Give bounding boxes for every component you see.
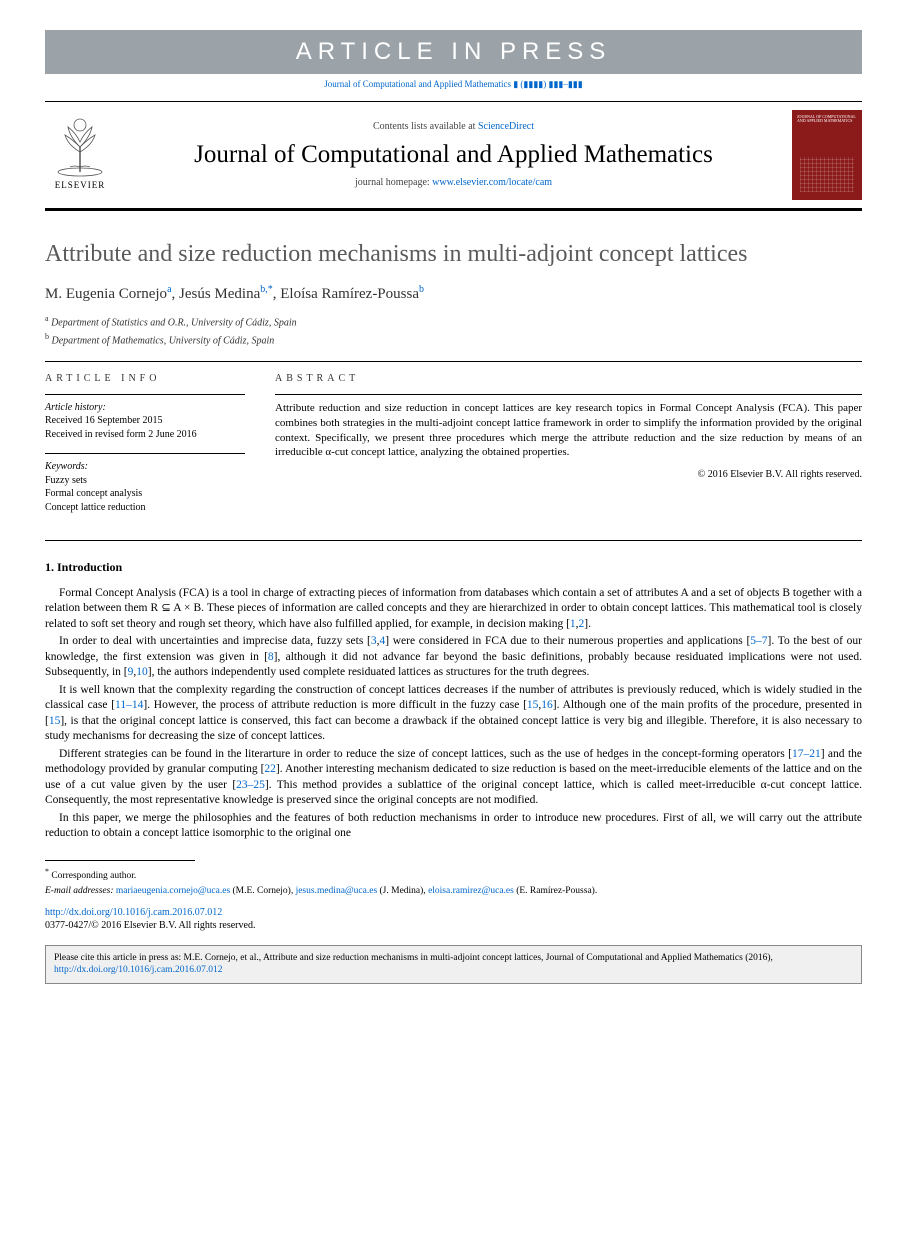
homepage-prefix: journal homepage: xyxy=(355,177,432,188)
contents-prefix: Contents lists available at xyxy=(373,121,478,132)
intro-paragraph: In order to deal with uncertainties and … xyxy=(45,634,862,681)
history-label: Article history: xyxy=(45,401,245,415)
article-info-heading: article info xyxy=(45,372,245,386)
intro-paragraph: In this paper, we merge the philosophies… xyxy=(45,811,862,842)
intro-paragraph: Different strategies can be found in the… xyxy=(45,747,862,809)
email-footnote: E-mail addresses: mariaeugenia.cornejo@u… xyxy=(45,885,862,898)
body-text: ], the authors independently used comple… xyxy=(148,666,590,678)
article-history: Article history: Received 16 September 2… xyxy=(45,394,245,442)
revised-date: Received in revised form 2 June 2016 xyxy=(45,428,245,442)
citebox-text: Please cite this article in press as: M.… xyxy=(54,953,773,963)
journal-name: Journal of Computational and Applied Mat… xyxy=(125,140,782,170)
author-mark: a xyxy=(167,284,171,295)
banner-subline: Journal of Computational and Applied Mat… xyxy=(45,74,862,100)
homepage-line: journal homepage: www.elsevier.com/locat… xyxy=(125,176,782,190)
email-who: (J. Medina), xyxy=(377,886,428,896)
body-text: Formal Concept Analysis (FCA) is a tool … xyxy=(45,587,862,630)
journal-cover-thumb: JOURNAL OF COMPUTATIONAL AND APPLIED MAT… xyxy=(792,110,862,200)
affil-text: Department of Statistics and O.R., Unive… xyxy=(51,317,297,328)
keywords-block: Keywords: Fuzzy sets Formal concept anal… xyxy=(45,453,245,514)
keyword: Fuzzy sets xyxy=(45,474,245,488)
corresponding-author-note: * Corresponding author. xyxy=(45,867,862,883)
email-link[interactable]: mariaeugenia.cornejo@uca.es xyxy=(116,886,230,896)
author-mark: b xyxy=(419,284,424,295)
header-center: Contents lists available at ScienceDirec… xyxy=(125,120,782,189)
abstract-copyright: © 2016 Elsevier B.V. All rights reserved… xyxy=(275,468,862,482)
info-abstract-row: article info Article history: Received 1… xyxy=(45,372,862,526)
article-info-column: article info Article history: Received 1… xyxy=(45,372,245,526)
publisher-name: ELSEVIER xyxy=(55,179,106,191)
body-text: ]. xyxy=(584,618,591,630)
abstract-column: abstract Attribute reduction and size re… xyxy=(275,372,862,526)
body-text: In order to deal with uncertainties and … xyxy=(59,635,371,647)
email-label: E-mail addresses: xyxy=(45,886,114,896)
body-text: ]. However, the process of attribute red… xyxy=(143,699,527,711)
ref-link[interactable]: 23–25 xyxy=(236,779,265,791)
sciencedirect-link[interactable]: ScienceDirect xyxy=(478,121,534,132)
ref-link[interactable]: 5–7 xyxy=(750,635,767,647)
body-text: Different strategies can be found in the… xyxy=(59,748,792,760)
author-name: Jesús Medina xyxy=(179,286,260,302)
article-title: Attribute and size reduction mechanisms … xyxy=(45,239,862,269)
in-press-banner: ARTICLE IN PRESS xyxy=(45,30,862,74)
doi-link[interactable]: http://dx.doi.org/10.1016/j.cam.2016.07.… xyxy=(45,907,222,918)
affil-text: Department of Mathematics, University of… xyxy=(52,335,275,346)
body-text: ] were considered in FCA due to their nu… xyxy=(385,635,750,647)
banner-sub-vol: ▮ (▮▮▮▮) ▮▮▮–▮▮▮ xyxy=(513,79,582,89)
banner-sub-journal: Journal of Computational and Applied Mat… xyxy=(324,79,513,89)
journal-header: ELSEVIER Contents lists available at Sci… xyxy=(45,101,862,211)
footnote-text: Corresponding author. xyxy=(51,871,136,881)
received-date: Received 16 September 2015 xyxy=(45,414,245,428)
intro-paragraph: It is well known that the complexity reg… xyxy=(45,683,862,745)
ref-link[interactable]: 22 xyxy=(264,763,276,775)
email-who: (E. Ramírez-Poussa). xyxy=(514,886,597,896)
elsevier-logo: ELSEVIER xyxy=(45,115,115,195)
divider xyxy=(45,361,862,362)
keyword: Concept lattice reduction xyxy=(45,501,245,515)
affiliation-a: a Department of Statistics and O.R., Uni… xyxy=(45,314,862,330)
email-link[interactable]: eloisa.ramirez@uca.es xyxy=(428,886,514,896)
keyword: Formal concept analysis xyxy=(45,487,245,501)
keywords-label: Keywords: xyxy=(45,460,245,474)
email-link[interactable]: jesus.medina@uca.es xyxy=(296,886,378,896)
author-name: M. Eugenia Cornejo xyxy=(45,286,167,302)
footnote-divider xyxy=(45,860,195,861)
affiliation-b: b Department of Mathematics, University … xyxy=(45,332,862,348)
ref-link[interactable]: 10 xyxy=(136,666,148,678)
intro-paragraph: Formal Concept Analysis (FCA) is a tool … xyxy=(45,586,862,633)
ref-link[interactable]: 11–14 xyxy=(115,699,143,711)
doi-line: http://dx.doi.org/10.1016/j.cam.2016.07.… xyxy=(45,906,862,920)
ref-link[interactable]: 16 xyxy=(541,699,553,711)
divider xyxy=(45,540,862,541)
body-text: ], is that the original concept lattice … xyxy=(45,715,862,743)
tree-icon xyxy=(50,117,110,177)
body-text: In this paper, we merge the philosophies… xyxy=(45,812,862,840)
author-mark: b,* xyxy=(260,284,273,295)
abstract-heading: abstract xyxy=(275,372,862,386)
section-title-intro: 1. Introduction xyxy=(45,559,862,575)
author-list: M. Eugenia Cornejoa, Jesús Medinab,*, El… xyxy=(45,283,862,304)
homepage-link[interactable]: www.elsevier.com/locate/cam xyxy=(432,177,552,188)
citation-box: Please cite this article in press as: M.… xyxy=(45,945,862,985)
author-name: Eloísa Ramírez-Poussa xyxy=(280,286,419,302)
issn-line: 0377-0427/© 2016 Elsevier B.V. All right… xyxy=(45,919,862,933)
ref-link[interactable]: 17–21 xyxy=(792,748,821,760)
ref-link[interactable]: 15 xyxy=(49,715,61,727)
contents-line: Contents lists available at ScienceDirec… xyxy=(125,120,782,134)
abstract-text: Attribute reduction and size reduction i… xyxy=(275,394,862,460)
ref-link[interactable]: 15 xyxy=(527,699,539,711)
citebox-doi-link[interactable]: http://dx.doi.org/10.1016/j.cam.2016.07.… xyxy=(54,965,222,975)
email-who: (M.E. Cornejo), xyxy=(230,886,295,896)
